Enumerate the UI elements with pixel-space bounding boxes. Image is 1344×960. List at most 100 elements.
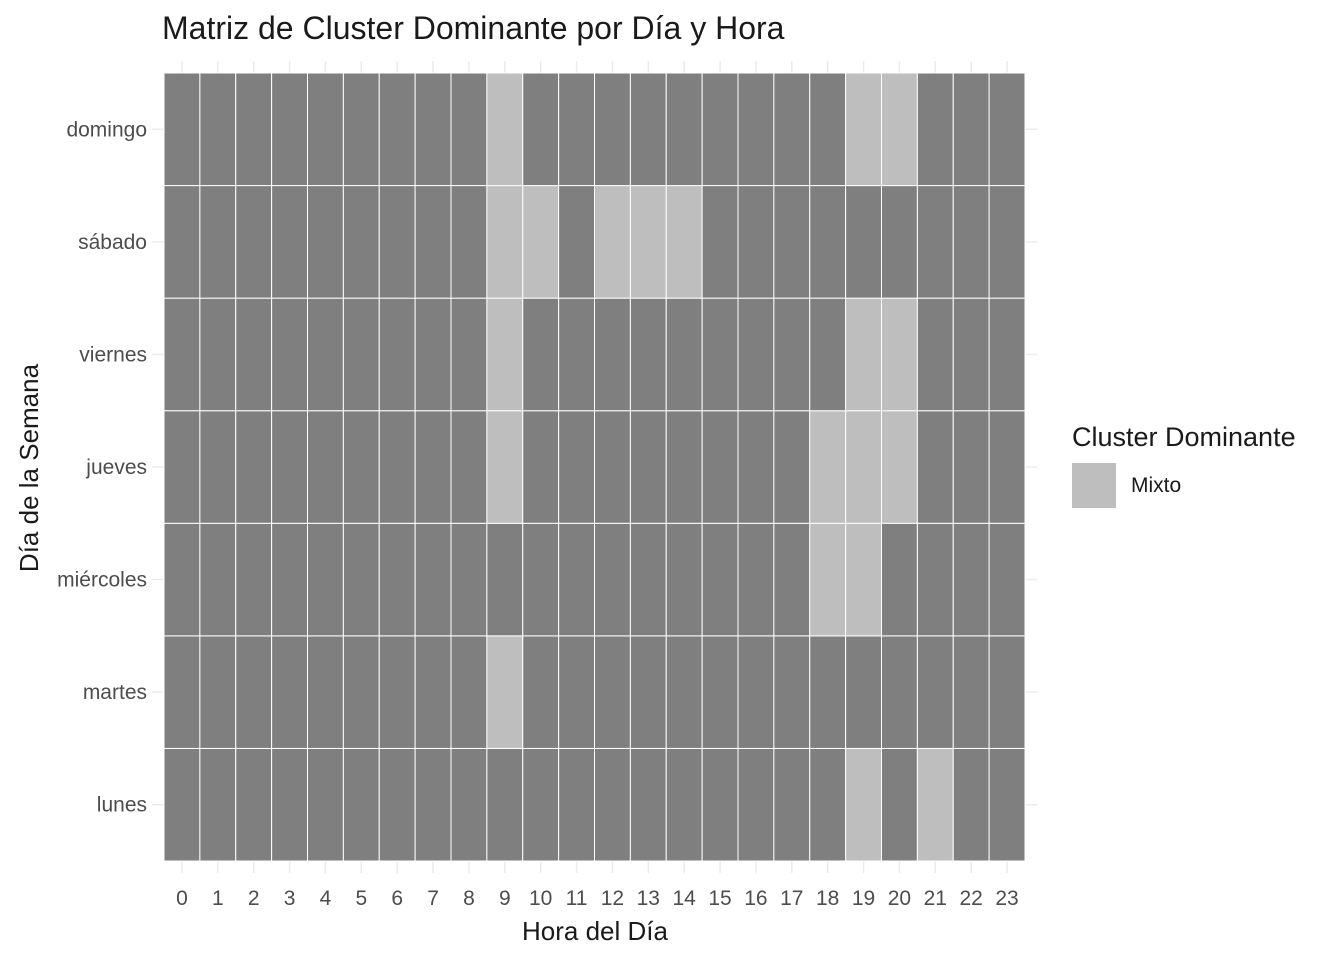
heatmap-cell (199, 72, 237, 187)
heatmap-cell (342, 747, 380, 862)
heatmap-cell (737, 635, 775, 749)
heatmap-cell (163, 185, 201, 299)
heatmap-cell (307, 297, 344, 412)
heatmap-cell (809, 522, 847, 637)
heatmap-cell (271, 747, 308, 862)
heatmap-cell (522, 522, 560, 637)
x-tick-label: 21 (924, 887, 947, 910)
heatmap-cell (378, 410, 416, 524)
heatmap-cell (737, 522, 775, 637)
heatmap-cell (486, 185, 524, 299)
x-axis-title: Hora del Día (522, 916, 668, 946)
heatmap-cell (414, 297, 452, 412)
heatmap-cell (378, 185, 416, 299)
heatmap-cell (307, 185, 344, 299)
heatmap-cell (773, 185, 811, 299)
heatmap-cell (629, 410, 667, 524)
heatmap-cell (594, 410, 631, 524)
heatmap-cell (594, 297, 631, 412)
heatmap-cell (881, 410, 918, 524)
x-tick-label: 0 (176, 887, 188, 910)
heatmap-cell (414, 522, 452, 637)
heatmap-cell (558, 522, 595, 637)
heatmap-cell (450, 747, 488, 862)
heatmap-cell (988, 635, 1026, 749)
heatmap-cell (737, 72, 775, 187)
heatmap-cell (665, 410, 703, 524)
heatmap-cell (773, 72, 811, 187)
x-tick-label: 3 (284, 887, 296, 910)
heatmap-cell (916, 185, 954, 299)
heatmap-cell (773, 410, 811, 524)
y-axis-title: Día de la Semana (14, 363, 44, 572)
heatmap-cell (486, 72, 524, 187)
heatmap-cell (845, 72, 882, 187)
x-tick-label: 23 (995, 887, 1018, 910)
y-tick-label: domingo (66, 118, 147, 141)
heatmap-cell (881, 747, 918, 862)
heatmap-cell (881, 522, 918, 637)
heatmap-cell (235, 747, 273, 862)
heatmap-cell (486, 297, 524, 412)
heatmap-cell (916, 635, 954, 749)
legend: Cluster Dominante Mixto (1072, 422, 1296, 508)
heatmap-cell (773, 522, 811, 637)
heatmap-cell (414, 410, 452, 524)
heatmap-cell (594, 635, 631, 749)
heatmap-cell (558, 410, 595, 524)
heatmap-cell (378, 635, 416, 749)
heatmap-cell (450, 410, 488, 524)
heatmap-cell (271, 522, 308, 637)
heatmap-cell (199, 185, 237, 299)
heatmap-cell (342, 297, 380, 412)
heatmap-cell (952, 297, 990, 412)
heatmap-cell (594, 747, 631, 862)
x-tick-label: 16 (744, 887, 767, 910)
x-tick-label: 12 (601, 887, 624, 910)
heatmap-cell (773, 297, 811, 412)
heatmap-cell (594, 522, 631, 637)
heatmap-cell (809, 72, 847, 187)
heatmap-cell (271, 297, 308, 412)
heatmap-cell (988, 185, 1026, 299)
heatmap-cell (916, 72, 954, 187)
x-tick-labels: 0 1 2 3 4 5 6 7 8 9 10 11 12 13 14 15 16 17 18 19 20 21 22 23 (176, 887, 1019, 910)
heatmap-cell (809, 185, 847, 299)
heatmap-cell (952, 635, 990, 749)
heatmap-cell (881, 635, 918, 749)
x-tick-label: 4 (320, 887, 332, 910)
heatmap-cell (845, 522, 882, 637)
heatmap-cell (629, 185, 667, 299)
heatmap-cell (881, 297, 918, 412)
heatmap-cell (450, 635, 488, 749)
heatmap-cell (809, 297, 847, 412)
x-tick-label: 14 (673, 887, 697, 910)
heatmap-cell (665, 747, 703, 862)
heatmap-cell (629, 635, 667, 749)
heatmap-cell (522, 747, 560, 862)
heatmap-cell (665, 297, 703, 412)
heatmap-cell (916, 410, 954, 524)
heatmap-cell (414, 635, 452, 749)
heatmap-cell (342, 522, 380, 637)
x-tick-label: 20 (888, 887, 911, 910)
heatmap-cell (665, 635, 703, 749)
heatmap-cell (558, 185, 595, 299)
heatmap-cell (199, 522, 237, 637)
x-tick-label: 1 (212, 887, 224, 910)
heatmap-cell (558, 747, 595, 862)
heatmap-cell (235, 72, 273, 187)
heatmap-cell (629, 747, 667, 862)
x-tick-label: 19 (852, 887, 875, 910)
heatmap-cell (952, 410, 990, 524)
x-tick-label: 5 (355, 887, 367, 910)
y-tick-label: sábado (78, 231, 147, 254)
heatmap-cell (558, 72, 595, 187)
heatmap-cell (701, 635, 739, 749)
heatmap-cell (701, 297, 739, 412)
heatmap-cell (450, 297, 488, 412)
heatmap-cell (414, 72, 452, 187)
heatmap-cell (701, 72, 739, 187)
heatmap-cell (881, 72, 918, 187)
